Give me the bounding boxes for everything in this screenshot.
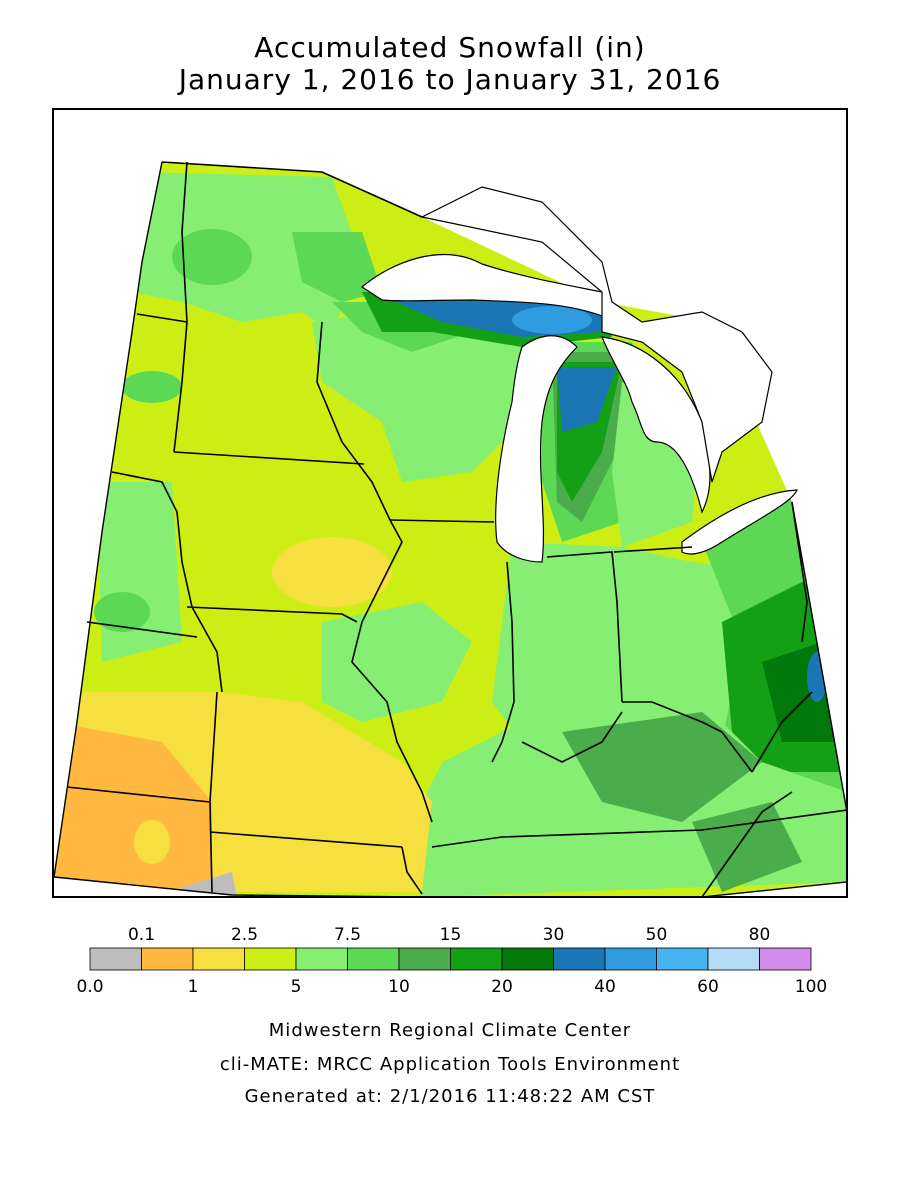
legend-bottom-label: 10 xyxy=(388,977,410,997)
shade-5-7p5-inoh xyxy=(492,542,792,742)
legend-top-labels: 0.1 2.5 7.5 15 30 50 80 xyxy=(128,925,770,945)
border-pa-oh xyxy=(791,501,808,643)
border-mo-ar xyxy=(401,846,423,895)
legend-bottom-label: 0.0 xyxy=(76,977,103,997)
border-ky-tn xyxy=(431,809,846,848)
shade-30-40-lmi xyxy=(557,367,617,432)
border-ia-il-mo xyxy=(351,519,433,823)
border-oh-ky xyxy=(622,701,753,773)
legend-bottom-label: 60 xyxy=(697,977,719,997)
border-mi-oh xyxy=(613,546,693,553)
legend-bottom-label: 5 xyxy=(291,977,302,997)
shade-1-2p5-ks-pocket xyxy=(134,820,170,864)
legend-swatch xyxy=(656,947,709,971)
border-in-oh xyxy=(546,551,623,703)
border-sd-mn xyxy=(173,321,188,453)
legend-top-label: 7.5 xyxy=(334,925,361,945)
legend-swatch xyxy=(501,947,554,971)
map-title: Accumulated Snowfall (in) xyxy=(254,31,646,64)
footer-generated-time: Generated at: 2/1/2016 11:48:22 AM CST xyxy=(244,1086,656,1107)
legend-bottom-label: 100 xyxy=(795,977,827,997)
shade-7p5-10-nd xyxy=(122,371,182,403)
legend-swatch xyxy=(398,947,451,971)
lake-michigan xyxy=(495,335,578,563)
border-ne-ks xyxy=(66,786,211,803)
snowfall-map-svg xyxy=(54,161,846,896)
shade-10-15-tn xyxy=(692,802,802,892)
border-wi-il xyxy=(389,519,495,523)
border-nd-mn xyxy=(181,161,188,323)
state-borders xyxy=(66,161,846,896)
shade-10-15-ky xyxy=(562,712,762,822)
border-ks-ok xyxy=(209,831,403,848)
lake-erie xyxy=(681,489,798,555)
legend-swatch xyxy=(553,947,606,971)
shade-40-50-superior xyxy=(512,306,592,334)
border-mn-wi xyxy=(316,321,391,521)
legend-swatch xyxy=(450,947,503,971)
legend-top-label: 80 xyxy=(749,925,771,945)
footer-center-name: Midwestern Regional Climate Center xyxy=(268,1020,632,1041)
shade-5-7p5-wi xyxy=(312,302,562,482)
border-il-in xyxy=(491,561,515,763)
map-date-range: January 1, 2016 to January 31, 2016 xyxy=(178,63,722,96)
legend-swatch xyxy=(604,947,657,971)
legend-top-label: 15 xyxy=(440,925,462,945)
canada-land xyxy=(420,186,773,483)
legend-bottom-label: 40 xyxy=(594,977,616,997)
great-lakes xyxy=(360,254,798,563)
legend-swatch xyxy=(759,947,812,971)
footer-app-name: cli-MATE: MRCC Application Tools Environ… xyxy=(219,1054,681,1075)
border-tn-va xyxy=(701,791,793,896)
legend-top-label: 30 xyxy=(543,925,565,945)
border-canada xyxy=(161,161,423,218)
border-sd-ne xyxy=(86,621,198,638)
legend-swatch xyxy=(89,947,142,971)
border-ohio-river xyxy=(521,711,623,763)
border-sd-ia-ne xyxy=(111,471,223,693)
legend-swatch xyxy=(707,947,760,971)
shade-7p5-10-sd xyxy=(94,592,150,632)
shade-7p5-10-arrowhead xyxy=(292,232,382,302)
legend-bottom-label: 20 xyxy=(491,977,513,997)
legend-boxes xyxy=(89,947,812,971)
legend-swatch xyxy=(295,947,348,971)
legend-bottom-label: 1 xyxy=(188,977,199,997)
snowfall-map xyxy=(52,108,848,898)
legend-bottom-labels: 0.0 1 5 10 20 40 60 100 xyxy=(76,977,827,997)
legend-swatch xyxy=(347,947,400,971)
border-nd-sd xyxy=(136,313,188,323)
border-mn-ia xyxy=(173,451,365,465)
region-outline xyxy=(54,161,846,896)
legend-top-label: 2.5 xyxy=(231,925,258,945)
lake-huron xyxy=(601,336,711,514)
color-legend: 0.1 2.5 7.5 15 30 50 80 0.0 1 5 10 20 40 60 100 xyxy=(76,925,827,997)
ontario-shore xyxy=(420,186,773,483)
shade-5-7p5-sd xyxy=(97,482,182,662)
legend-top-label: 0.1 xyxy=(128,925,155,945)
shade-7p5-10-mn xyxy=(172,229,252,285)
legend-swatch xyxy=(141,947,194,971)
border-ia-mo xyxy=(186,606,358,623)
border-oh-wv xyxy=(751,691,813,773)
legend-top-label: 50 xyxy=(646,925,668,945)
legend-swatch xyxy=(244,947,297,971)
shade-0p1-1-ks xyxy=(54,722,212,892)
shade-1-2p5-ia xyxy=(272,537,392,607)
legend-swatch xyxy=(192,947,245,971)
